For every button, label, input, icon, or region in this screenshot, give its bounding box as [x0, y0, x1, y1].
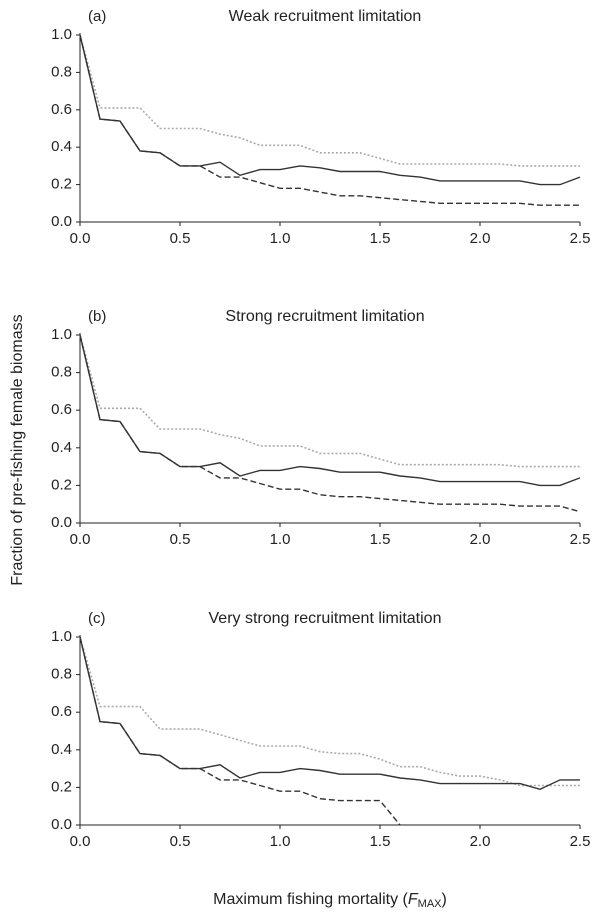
y-tick-label: 0.0: [51, 514, 72, 531]
series-line: [79, 636, 401, 826]
y-tick-label: 1.0: [51, 26, 72, 43]
series-line: [79, 34, 580, 206]
x-tick-label: 1.0: [270, 230, 291, 247]
x-tick-label: 1.5: [370, 230, 391, 247]
x-tick-label: 0.5: [170, 230, 191, 247]
y-tick-label: 0.6: [51, 703, 72, 720]
y-tick-label: 0.2: [51, 476, 72, 493]
x-tick-label: 1.5: [370, 531, 391, 548]
x-tick-label: 1.0: [270, 833, 291, 850]
x-tick-label: 1.5: [370, 833, 391, 850]
x-tick-label: 2.0: [470, 833, 491, 850]
x-axis-label-var: F: [408, 891, 419, 908]
x-tick-label: 0.0: [70, 230, 91, 247]
panel-title: Weak recruitment limitation: [229, 8, 422, 25]
series-line: [79, 34, 580, 167]
x-axis-label: Maximum fishing mortality (FMAX): [213, 891, 447, 910]
x-tick-label: 2.0: [470, 531, 491, 548]
series-line: [79, 636, 580, 791]
y-tick-label: 0.8: [51, 666, 72, 683]
y-tick-label: 0.2: [51, 176, 72, 193]
x-tick-label: 2.5: [570, 230, 591, 247]
series-line: [79, 636, 580, 787]
y-tick-label: 0.8: [51, 63, 72, 80]
x-tick-label: 2.5: [570, 531, 591, 548]
x-tick-label: 0.0: [70, 833, 91, 850]
y-tick-label: 0.0: [51, 816, 72, 833]
x-tick-label: 1.0: [270, 531, 291, 548]
series-line: [79, 34, 581, 186]
y-tick-label: 0.6: [51, 401, 72, 418]
y-tick-label: 0.2: [51, 778, 72, 795]
panel-label: (a): [88, 8, 106, 25]
panel-title: Strong recruitment limitation: [225, 308, 424, 325]
y-tick-label: 0.4: [51, 138, 72, 155]
panel-title: Very strong recruitment limitation: [209, 610, 442, 627]
y-tick-label: 1.0: [51, 628, 72, 645]
y-axis-label: Fraction of pre-fishing female biomass: [9, 314, 26, 585]
panel-label: (c): [88, 610, 106, 627]
y-tick-label: 0.4: [51, 439, 72, 456]
x-tick-label: 2.0: [470, 230, 491, 247]
series-line: [79, 334, 580, 468]
x-tick-label: 0.0: [70, 531, 91, 548]
x-tick-label: 2.5: [570, 833, 591, 850]
x-axis-label-close: ): [442, 891, 447, 908]
y-tick-label: 0.0: [51, 213, 72, 230]
x-tick-label: 0.5: [170, 531, 191, 548]
x-axis-label-sub: MAX: [418, 898, 443, 910]
y-tick-label: 0.8: [51, 364, 72, 381]
y-tick-label: 1.0: [51, 326, 72, 343]
x-axis-label-text: Maximum fishing mortality (: [213, 891, 408, 908]
series-line: [79, 334, 581, 487]
x-tick-label: 0.5: [170, 833, 191, 850]
y-tick-label: 0.4: [51, 741, 72, 758]
panel-label: (b): [88, 308, 106, 325]
y-tick-label: 0.6: [51, 101, 72, 118]
